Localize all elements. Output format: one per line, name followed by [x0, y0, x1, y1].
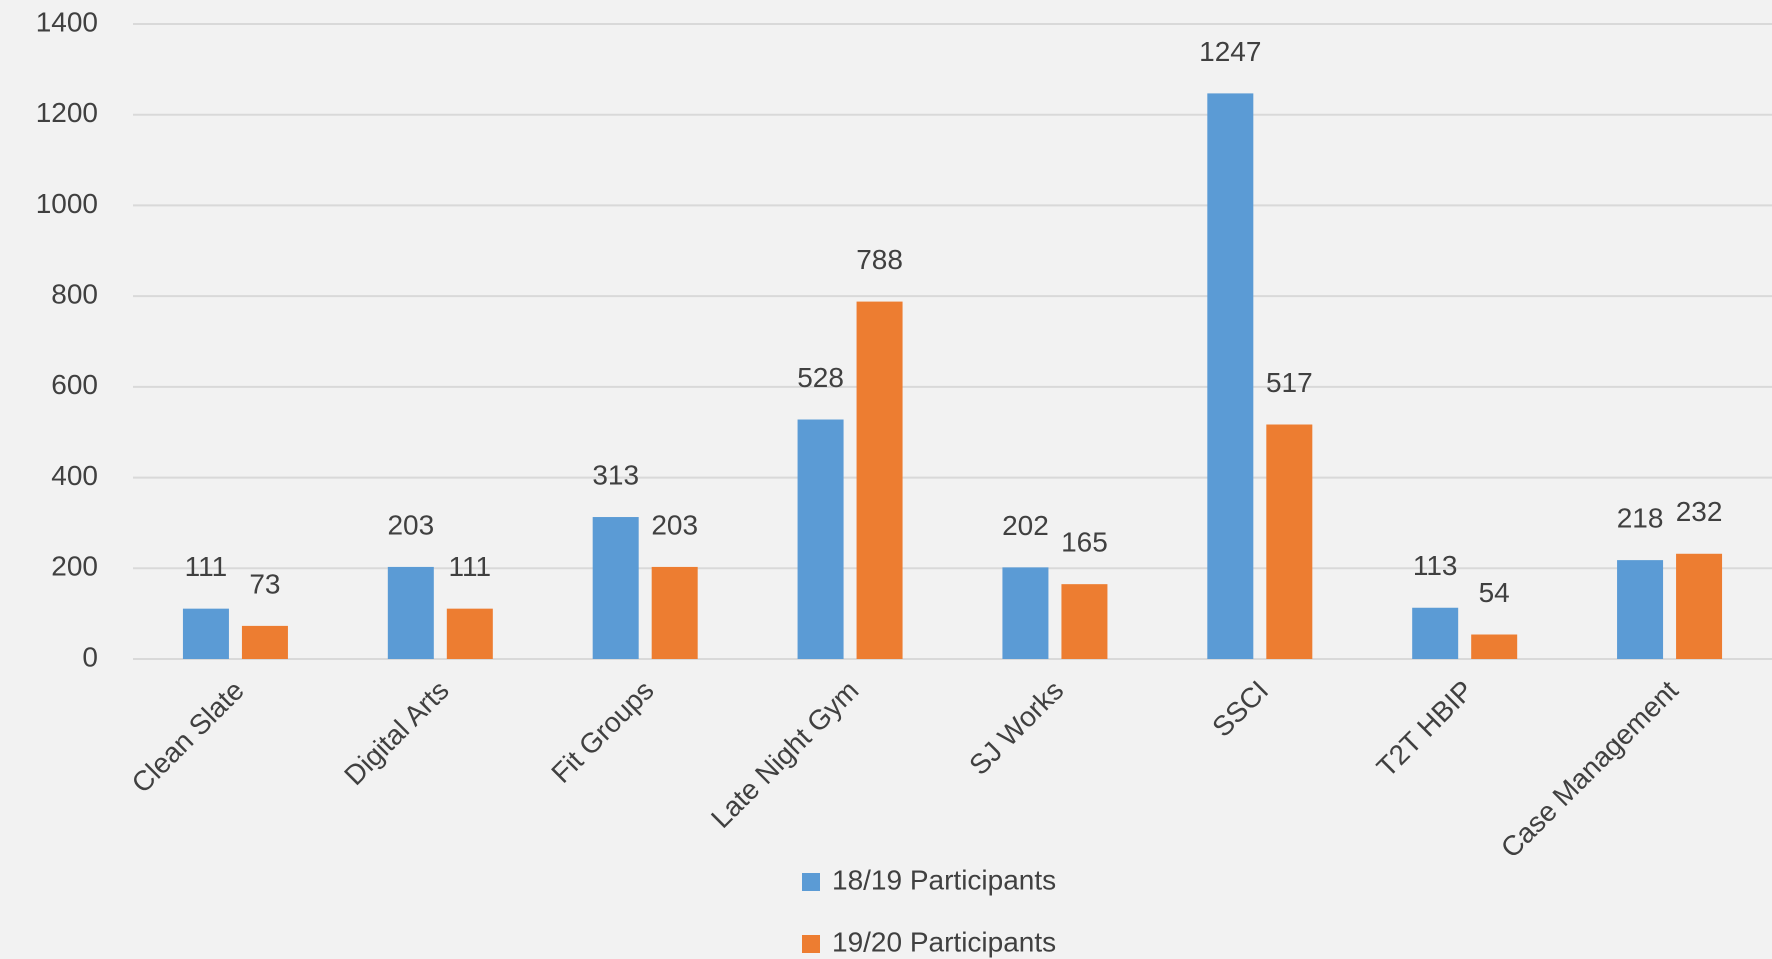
bar [1617, 560, 1664, 659]
y-tick-label: 0 [82, 641, 98, 672]
data-label: 313 [592, 459, 639, 490]
data-label: 218 [1617, 503, 1664, 534]
legend-swatch [802, 935, 820, 953]
bar [592, 517, 639, 659]
data-label: 1247 [1199, 36, 1261, 67]
legend-label: 18/19 Participants [832, 864, 1056, 895]
legend-swatch [802, 873, 820, 891]
data-label: 73 [249, 568, 280, 599]
data-label: 788 [856, 244, 903, 275]
data-label: 203 [387, 509, 434, 540]
x-tick-label: Case Management [1495, 674, 1684, 863]
x-tick-label: Late Night Gym [705, 675, 864, 834]
bar [182, 608, 229, 659]
y-tick-label: 400 [51, 460, 98, 491]
x-tick-label: Clean Slate [126, 675, 250, 799]
data-label: 54 [1479, 577, 1510, 608]
bar [651, 566, 698, 659]
bar [446, 608, 493, 659]
legend-label: 19/20 Participants [832, 926, 1056, 957]
y-tick-label: 1000 [36, 188, 98, 219]
data-label: 111 [185, 551, 228, 582]
bar [797, 419, 844, 659]
y-tick-label: 1400 [36, 6, 98, 37]
data-label: 202 [1002, 510, 1049, 541]
data-label: 111 [449, 551, 492, 582]
bar [1676, 553, 1723, 659]
data-label: 528 [797, 362, 844, 393]
bar [856, 301, 903, 659]
y-tick-label: 200 [51, 551, 98, 582]
y-tick-label: 800 [51, 279, 98, 310]
bar [1002, 567, 1049, 659]
data-label: 165 [1061, 527, 1108, 558]
x-tick-label: SJ Works [963, 675, 1069, 781]
bar [1061, 584, 1108, 659]
bar [241, 625, 288, 659]
bar [1266, 424, 1313, 659]
bar [387, 566, 434, 659]
data-label: 232 [1676, 496, 1723, 527]
y-tick-label: 1200 [36, 97, 98, 128]
y-tick-label: 600 [51, 369, 98, 400]
bar [1207, 93, 1254, 660]
bar [1412, 607, 1459, 659]
x-tick-label: Fit Groups [545, 675, 659, 789]
data-label: 517 [1266, 367, 1313, 398]
data-label: 203 [651, 509, 698, 540]
data-label: 113 [1413, 550, 1458, 581]
x-tick-label: SSCI [1206, 675, 1274, 743]
x-tick-label: T2T HBIP [1371, 675, 1479, 783]
x-tick-label: Digital Arts [338, 675, 455, 792]
bar [1471, 634, 1518, 659]
